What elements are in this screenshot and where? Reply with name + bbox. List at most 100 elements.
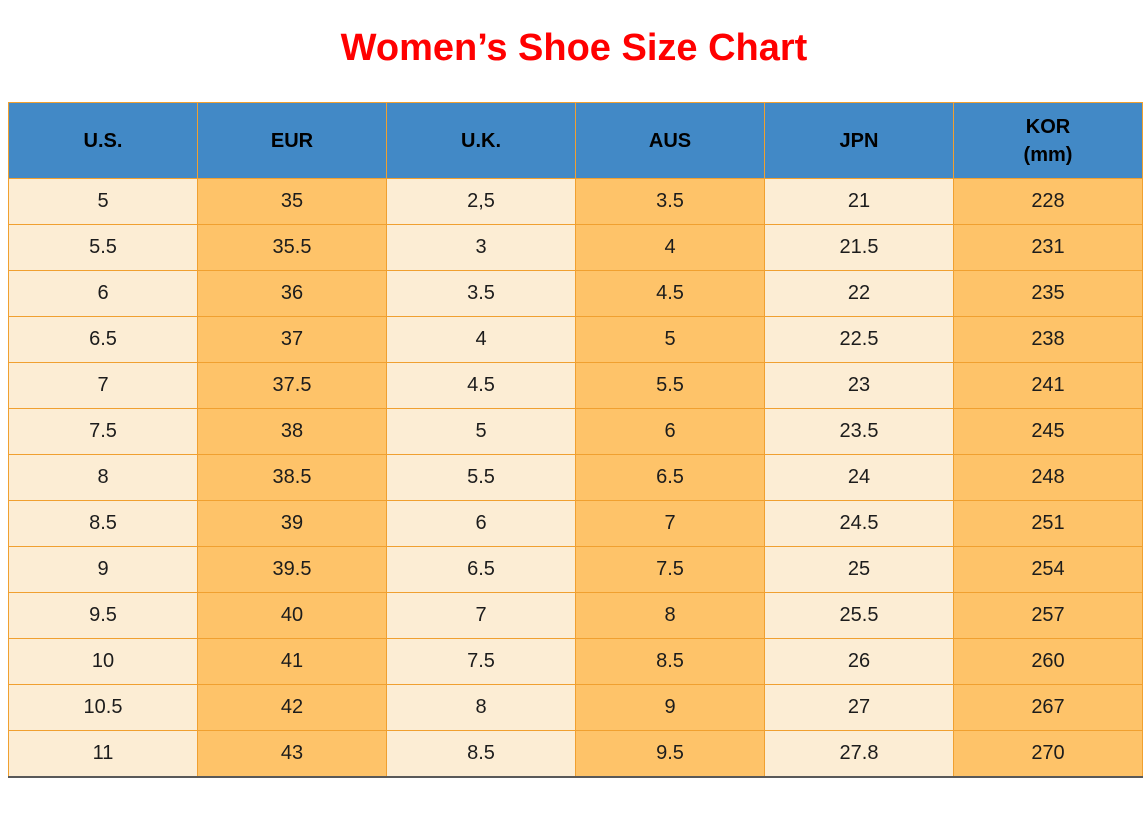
table-cell: 7.5 <box>575 546 765 593</box>
table-row: 9 39.5 6.5 7.5 25 254 <box>8 546 1143 593</box>
table-cell: 8.5 <box>386 730 576 777</box>
table-cell: 6.5 <box>8 316 198 363</box>
table-cell: 235 <box>953 270 1143 317</box>
table-cell: 260 <box>953 638 1143 685</box>
table-cell: 5.5 <box>575 362 765 409</box>
table-cell: 5.5 <box>8 224 198 271</box>
table-cell: 39.5 <box>197 546 387 593</box>
table-cell: 10 <box>8 638 198 685</box>
table-cell: 6.5 <box>386 546 576 593</box>
table-cell: 35 <box>197 178 387 225</box>
table-cell: 37 <box>197 316 387 363</box>
table-cell: 3.5 <box>575 178 765 225</box>
table-cell: 24.5 <box>764 500 954 547</box>
table-row: 6.5 37 4 5 22.5 238 <box>8 316 1143 363</box>
table-cell: 7.5 <box>8 408 198 455</box>
table-row: 7 37.5 4.5 5.5 23 241 <box>8 362 1143 409</box>
table-cell: 4.5 <box>386 362 576 409</box>
header-row: U.S. EUR U.K. AUS JPN KOR (mm) <box>8 102 1143 179</box>
table-row: 8.5 39 6 7 24.5 251 <box>8 500 1143 547</box>
table-cell: 7 <box>386 592 576 639</box>
table-cell: 8 <box>575 592 765 639</box>
table-row: 10.5 42 8 9 27 267 <box>8 684 1143 731</box>
table-cell: 245 <box>953 408 1143 455</box>
table-cell: 11 <box>8 730 198 777</box>
table-cell: 21.5 <box>764 224 954 271</box>
table-row: 5 35 2,5 3.5 21 228 <box>8 178 1143 225</box>
column-header-aus: AUS <box>575 102 765 179</box>
table-cell: 24 <box>764 454 954 501</box>
column-header-jpn: JPN <box>764 102 954 179</box>
table-cell: 5 <box>386 408 576 455</box>
table-cell: 267 <box>953 684 1143 731</box>
table-cell: 238 <box>953 316 1143 363</box>
table-cell: 5 <box>575 316 765 363</box>
column-header-eur: EUR <box>197 102 387 179</box>
table-cell: 25 <box>764 546 954 593</box>
table-cell: 21 <box>764 178 954 225</box>
column-header-kor: KOR (mm) <box>953 102 1143 179</box>
table-cell: 228 <box>953 178 1143 225</box>
table-cell: 3 <box>386 224 576 271</box>
table-cell: 4 <box>386 316 576 363</box>
table-cell: 248 <box>953 454 1143 501</box>
table-row: 9.5 40 7 8 25.5 257 <box>8 592 1143 639</box>
table-cell: 10.5 <box>8 684 198 731</box>
table-row: 5.5 35.5 3 4 21.5 231 <box>8 224 1143 271</box>
table-row: 10 41 7.5 8.5 26 260 <box>8 638 1143 685</box>
page-title: Women’s Shoe Size Chart <box>340 27 808 69</box>
table-cell: 25.5 <box>764 592 954 639</box>
table-cell: 27.8 <box>764 730 954 777</box>
table-cell: 8.5 <box>8 500 198 547</box>
table-cell: 6 <box>8 270 198 317</box>
shoe-size-table: U.S. EUR U.K. AUS JPN KOR (mm) 5 35 2,5 3.5… <box>8 102 1143 778</box>
table-header: U.S. EUR U.K. AUS JPN KOR (mm) <box>8 102 1143 179</box>
table-row: 6 36 3.5 4.5 22 235 <box>8 270 1143 317</box>
table-cell: 43 <box>197 730 387 777</box>
table-cell: 8 <box>8 454 198 501</box>
table-cell: 23 <box>764 362 954 409</box>
table-cell: 251 <box>953 500 1143 547</box>
table-cell: 8 <box>386 684 576 731</box>
table-cell: 42 <box>197 684 387 731</box>
table-cell: 270 <box>953 730 1143 777</box>
table-cell: 39 <box>197 500 387 547</box>
table-cell: 7 <box>8 362 198 409</box>
table-row: 7.5 38 5 6 23.5 245 <box>8 408 1143 455</box>
table-cell: 6 <box>386 500 576 547</box>
table-cell: 38.5 <box>197 454 387 501</box>
table-cell: 9 <box>8 546 198 593</box>
table-cell: 40 <box>197 592 387 639</box>
column-header-kor-unit: (mm) <box>1023 143 1073 166</box>
table-cell: 3.5 <box>386 270 576 317</box>
table-cell: 7.5 <box>386 638 576 685</box>
table-cell: 4 <box>575 224 765 271</box>
table-cell: 9.5 <box>8 592 198 639</box>
column-header-us: U.S. <box>8 102 198 179</box>
table-row: 8 38.5 5.5 6.5 24 248 <box>8 454 1143 501</box>
table-cell: 23.5 <box>764 408 954 455</box>
table-cell: 257 <box>953 592 1143 639</box>
table-cell: 37.5 <box>197 362 387 409</box>
column-header-uk: U.K. <box>386 102 576 179</box>
table-cell: 27 <box>764 684 954 731</box>
table-cell: 35.5 <box>197 224 387 271</box>
table-cell: 36 <box>197 270 387 317</box>
table-cell: 241 <box>953 362 1143 409</box>
table-cell: 6 <box>575 408 765 455</box>
table-cell: 38 <box>197 408 387 455</box>
table-cell: 5.5 <box>386 454 576 501</box>
table-cell: 22 <box>764 270 954 317</box>
table-cell: 26 <box>764 638 954 685</box>
table-cell: 41 <box>197 638 387 685</box>
table-row: 11 43 8.5 9.5 27.8 270 <box>8 730 1143 777</box>
table-cell: 9 <box>575 684 765 731</box>
table-body: 5 35 2,5 3.5 21 228 5.5 35.5 3 4 21.5 231 6 36 3.5 4.5 2… <box>8 178 1143 777</box>
table-cell: 2,5 <box>386 178 576 225</box>
table-cell: 231 <box>953 224 1143 271</box>
table-cell: 5 <box>8 178 198 225</box>
table-cell: 22.5 <box>764 316 954 363</box>
table-cell: 254 <box>953 546 1143 593</box>
table-cell: 7 <box>575 500 765 547</box>
table-cell: 9.5 <box>575 730 765 777</box>
